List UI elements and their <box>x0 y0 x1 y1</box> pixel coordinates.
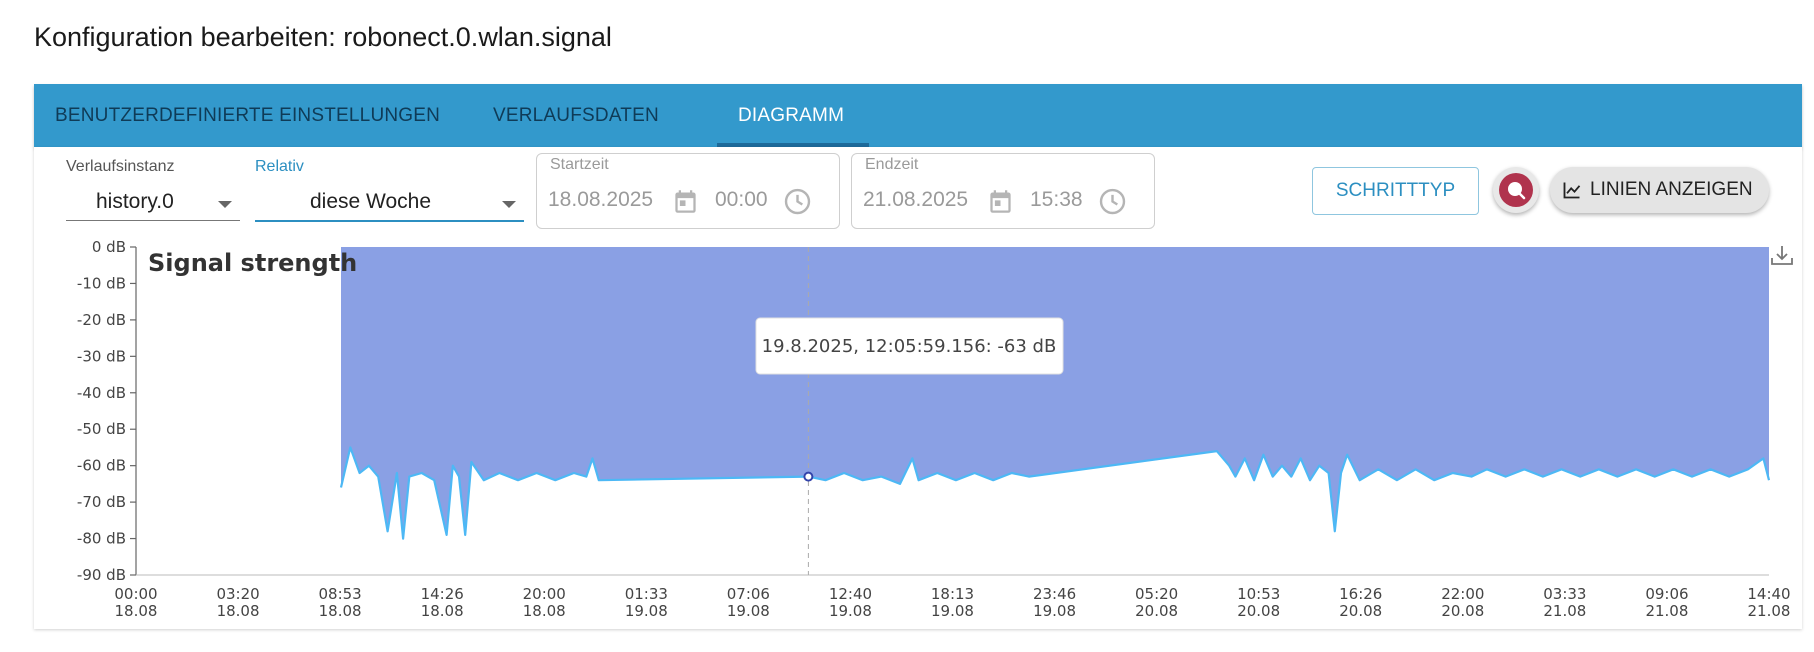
tooltip-box <box>755 317 1064 375</box>
y-tick-label: -90 dB <box>77 566 126 584</box>
end-time-label: Endzeit <box>865 156 919 173</box>
clock-icon[interactable] <box>783 187 812 216</box>
page-title: Konfiguration bearbeiten: robonect.0.wla… <box>34 22 612 52</box>
x-tick-date: 20.08 <box>1237 602 1280 620</box>
relative-value: diese Woche <box>310 190 432 213</box>
tab-custom-settings[interactable]: BENUTZERDEFINIERTE EINSTELLUNGEN <box>55 105 441 126</box>
instance-label: Verlaufsinstanz <box>66 158 175 175</box>
x-tick-label: 10:53 <box>1237 585 1280 603</box>
x-tick-label: 05:20 <box>1135 585 1178 603</box>
y-tick-label: -60 dB <box>77 457 126 475</box>
start-time-label: Startzeit <box>550 156 609 173</box>
tab-history-data[interactable]: VERLAUFSDATEN <box>493 105 659 126</box>
step-type-button[interactable]: SCHRITTTYP <box>1312 167 1479 215</box>
x-tick-label: 23:46 <box>1033 585 1076 603</box>
chat-bubble-button[interactable] <box>1493 167 1539 213</box>
x-tick-label: 08:53 <box>319 585 362 603</box>
chevron-down-icon <box>502 201 516 208</box>
x-tick-label: 01:33 <box>625 585 668 603</box>
active-tab-indicator <box>717 143 869 147</box>
y-axis: 0 dB -10 dB -20 dB -30 dB -40 dB -50 dB -60 dB… <box>77 238 137 584</box>
x-tick-label: 12:40 <box>829 585 872 603</box>
y-tick-label: -80 dB <box>77 530 126 548</box>
start-time-value: 00:00 <box>715 188 768 211</box>
x-tick-date: 19.08 <box>829 602 872 620</box>
x-tick-date: 21.08 <box>1543 602 1586 620</box>
x-tick-date: 18.08 <box>217 602 260 620</box>
line-chart-icon <box>1563 182 1581 199</box>
relative-select[interactable]: diese Woche <box>255 186 524 222</box>
end-time-value: 15:38 <box>1030 188 1083 211</box>
instance-value: history.0 <box>96 190 174 213</box>
y-tick-label: -70 dB <box>77 493 126 511</box>
x-tick-date: 21.08 <box>1645 602 1688 620</box>
x-tick-date: 19.08 <box>625 602 668 620</box>
x-tick-date: 18.08 <box>523 602 566 620</box>
tooltip-text: 19.8.2025, 12:05:59.156: -63 dB <box>762 336 1057 357</box>
x-tick-date: 20.08 <box>1135 602 1178 620</box>
x-tick-date: 19.08 <box>1033 602 1076 620</box>
show-lines-label: LINIEN ANZEIGEN <box>1590 179 1753 200</box>
x-tick-date: 18.08 <box>115 602 158 620</box>
tab-chart[interactable]: DIAGRAMM <box>738 105 845 126</box>
x-tick-date: 19.08 <box>727 602 770 620</box>
x-tick-label: 09:06 <box>1645 585 1688 603</box>
series-signal <box>339 247 1771 540</box>
series-area <box>341 247 1769 539</box>
tab-bar: BENUTZERDEFINIERTE EINSTELLUNGEN VERLAUF… <box>34 84 1802 147</box>
x-tick-label: 00:00 <box>114 585 157 603</box>
download-icon[interactable] <box>1771 246 1793 265</box>
x-tick-label: 07:06 <box>727 585 770 603</box>
x-tick-date: 19.08 <box>931 602 974 620</box>
show-lines-button[interactable]: LINIEN ANZEIGEN <box>1550 167 1769 213</box>
x-tick-label: 22:00 <box>1441 585 1484 603</box>
chevron-down-icon <box>218 201 232 208</box>
x-tick-label: 14:26 <box>421 585 464 603</box>
x-axis: 00:0018.0803:2018.0808:5318.0814:2618.08… <box>114 574 1791 620</box>
x-tick-label: 03:33 <box>1543 585 1586 603</box>
x-tick-date: 21.08 <box>1748 602 1791 620</box>
y-tick-label: -40 dB <box>77 384 126 402</box>
series-line <box>339 446 1771 540</box>
calendar-icon[interactable] <box>672 188 699 215</box>
instance-select[interactable]: history.0 <box>66 186 240 221</box>
x-tick-label: 18:13 <box>931 585 974 603</box>
end-date-value: 21.08.2025 <box>863 188 969 211</box>
x-tick-date: 20.08 <box>1441 602 1484 620</box>
y-tick-label: -50 dB <box>77 420 126 438</box>
x-tick-date: 20.08 <box>1339 602 1382 620</box>
x-tick-label: 14:40 <box>1747 585 1790 603</box>
x-tick-date: 18.08 <box>421 602 464 620</box>
end-time-field[interactable]: Endzeit 21.08.2025 15:38 <box>851 153 1155 229</box>
chat-bubble-icon <box>1499 173 1533 207</box>
start-date-value: 18.08.2025 <box>548 188 654 211</box>
y-tick-label: -20 dB <box>77 311 126 329</box>
y-tick-label: 0 dB <box>92 238 126 256</box>
tooltip: 19.8.2025, 12:05:59.156: -63 dB <box>755 247 1064 575</box>
chart-title: Signal strength <box>148 249 357 277</box>
clock-icon[interactable] <box>1098 187 1127 216</box>
start-time-field[interactable]: Startzeit 18.08.2025 00:00 <box>536 153 840 229</box>
x-tick-label: 03:20 <box>216 585 259 603</box>
y-tick-label: -30 dB <box>77 347 126 365</box>
x-tick-label: 20:00 <box>523 585 566 603</box>
x-tick-label: 16:26 <box>1339 585 1382 603</box>
y-tick-label: -10 dB <box>77 274 126 292</box>
x-tick-date: 18.08 <box>319 602 362 620</box>
relative-label: Relativ <box>255 158 304 175</box>
calendar-icon[interactable] <box>987 188 1014 215</box>
tooltip-point <box>803 471 814 482</box>
